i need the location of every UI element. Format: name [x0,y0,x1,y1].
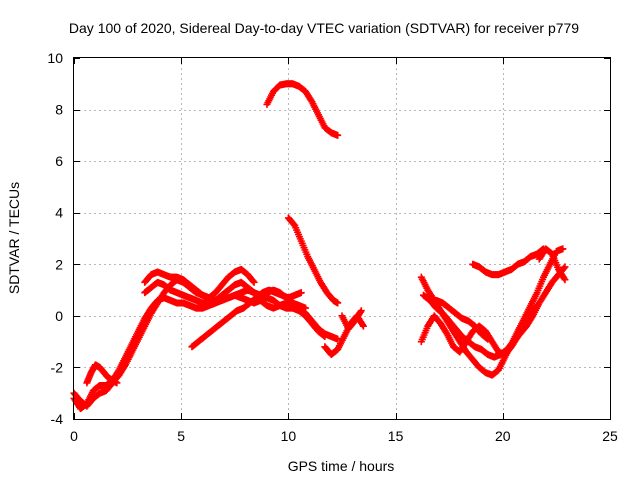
data-point [113,379,121,387]
y-tick-label: 10 [47,50,63,66]
x-tick-label: 20 [495,428,511,444]
series-track-4 [141,278,310,312]
data-point [250,278,258,286]
grid-lines [74,58,610,419]
data-point [321,332,329,340]
y-tick-label: 6 [55,153,63,169]
trace-marker [560,264,568,272]
x-tick-label: 5 [177,428,185,444]
y-axis-title: SDTVAR / TECUs [6,182,22,294]
chart-title: Day 100 of 2020, Sidereal Day-to-day VTE… [69,20,579,36]
series-track-13 [417,302,541,359]
series-track-3 [141,265,258,302]
trace-marker [359,321,367,329]
x-tick-label: 10 [281,428,297,444]
data-point [359,322,367,330]
y-tick-label: 8 [55,102,63,118]
trace-marker [560,274,568,282]
y-tick-label: -4 [51,411,64,427]
data-point [334,299,342,307]
trace-marker [249,277,257,285]
y-tick-label: 0 [55,308,63,324]
data-point [561,263,569,271]
axis-ticks [74,58,611,420]
trace-marker [356,308,364,316]
data-point [559,245,567,253]
data-point [302,304,310,312]
x-tick-label: 0 [70,428,78,444]
data-point [334,131,342,139]
data-point [357,307,365,315]
plot-frame [73,57,611,420]
series-track-15 [432,296,492,343]
tick-labels: 0 5 10 15 20 25 -4 -2 0 2 4 6 8 10 [47,50,618,444]
data-markers [70,80,569,413]
series-track-2 [70,291,329,413]
x-tick-label: 25 [602,428,618,444]
data-point [297,289,305,297]
x-tick-label: 15 [388,428,404,444]
series-track-14 [469,245,548,279]
data-point [561,276,569,284]
series-track-16 [535,245,569,284]
y-tick-label: -2 [51,359,64,375]
data-point [533,302,541,310]
y-tick-label: 4 [55,205,63,221]
series-track-5 [188,286,305,351]
series-track-10 [338,307,365,333]
x-axis-title: GPS time / hours [288,458,395,474]
trace-marker [532,303,540,311]
series-track-8 [284,214,342,307]
series-track-6 [83,361,121,387]
data-point [484,335,492,343]
series-track-7 [263,80,342,139]
y-tick-label: 2 [55,256,63,272]
